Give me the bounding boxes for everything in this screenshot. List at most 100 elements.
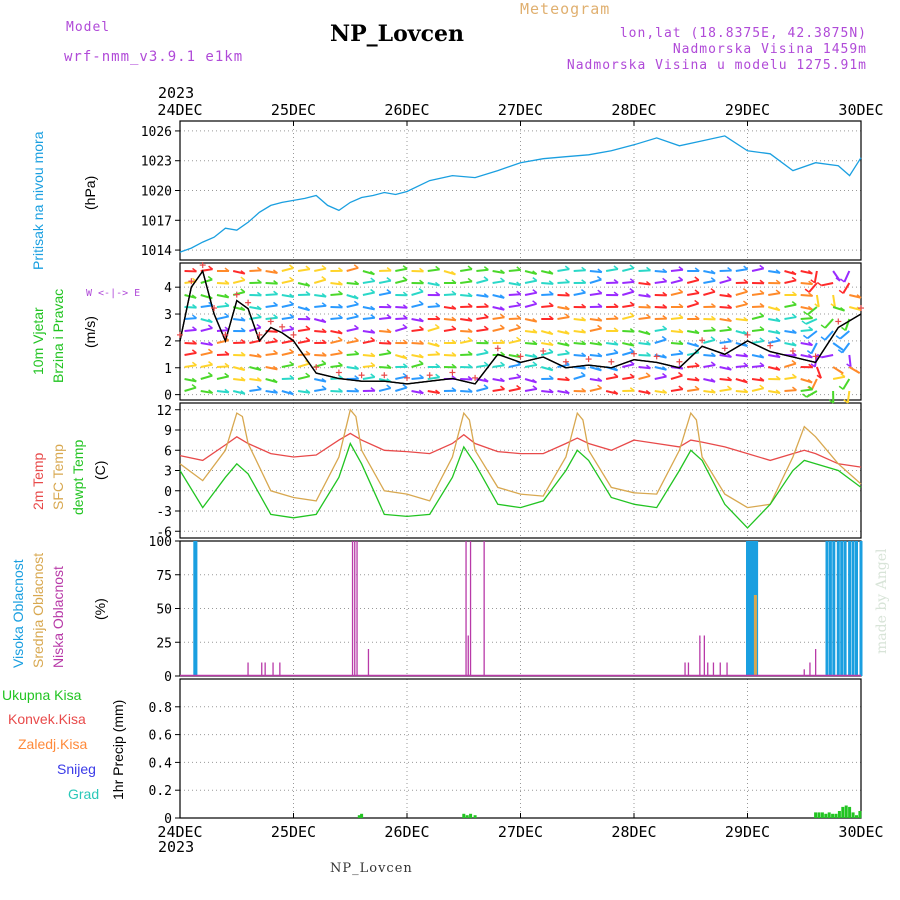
wind-arrow-head [191,383,197,389]
wind-arrow-head [743,352,749,357]
wind-arrow-head [694,385,700,390]
wind-arrow-head [515,324,521,329]
wind-arrow [346,266,359,272]
wind-arrow [346,315,359,320]
wind-arrow-head [775,336,781,341]
wind-arrow-head [629,301,635,306]
wind-arrow-head [596,275,602,281]
bar-cloud [803,669,805,677]
wind-arrow-head [353,264,359,269]
wind-arrow-head [207,372,213,377]
wind-arrow [848,354,852,368]
elevation-label: Nadmorska Visina 1459m [672,42,867,57]
wind-arrow [670,374,683,380]
wind-arrow-head [838,289,844,294]
y-tick-label: 3 [164,465,172,480]
wind-arrow-head [726,366,732,371]
wind-arrow [411,390,424,395]
wind-arrow [638,282,651,286]
wind-arrow-head [775,279,781,284]
bar-cloud [684,662,686,676]
x-tick-label-bottom: 29DEC [725,823,770,841]
wind-arrow-head [467,328,473,333]
wind-arrow [622,350,635,356]
wind-arrow [800,342,813,347]
wind-arrow [281,377,294,380]
bar-cloud [848,541,852,676]
bar-cloud [367,649,370,676]
wind-arrow [281,303,294,308]
wind-arrow-head [727,326,732,331]
wind-arrow [411,362,424,368]
bar-cloud [726,662,728,676]
wind-arrow-head [613,279,619,284]
wind-arrow [427,376,440,380]
wind-arrow [821,354,834,359]
wind-arrow-head [273,280,279,285]
wind-arrow [784,316,797,320]
wind-arrow-head [726,317,732,322]
wind-arrow-head [743,316,749,322]
x-tick-label-top: 24DEC [157,101,202,119]
wind-arrow-head [192,340,197,345]
wind-arrow [395,306,408,309]
wind-arrow [824,330,834,341]
wind-arrow-head [191,349,197,354]
bar-cloud [753,595,757,676]
wind-arrow [719,340,732,344]
wind-arrow [751,354,764,359]
wind-arrow-head [418,300,424,305]
wind-arrow [800,270,813,275]
wind-arrow [839,330,850,340]
wind-arrow-head [305,350,311,355]
wind-arrow [232,390,246,395]
wind-arrow [751,387,764,392]
wind-arrow [330,390,343,393]
wind-arrow-head [419,340,424,345]
wind-arrow-head [838,385,844,390]
wind-arrow-head [816,374,822,379]
wind-arrow [832,375,846,380]
wind-arrow-head [467,303,473,308]
bar-precip [841,806,845,818]
wind-arrow [476,294,489,298]
wind-arrow [735,290,748,296]
bar-precip [827,812,831,818]
wind-arrow-head [516,290,522,295]
wind-arrow-head [710,315,716,320]
wind-arrow [460,390,473,393]
wind-arrow-head [467,277,473,283]
wind-arrow-head [451,316,457,321]
wind-arrow-head [791,341,797,347]
y-tick-label: 9 [164,424,172,439]
wind-arrow-head [678,276,684,281]
wind-arrow [686,279,700,284]
wind-arrow [281,328,294,332]
bar-cloud [279,662,281,676]
wind-arrow [703,338,716,344]
wind-arrow-head [289,325,295,330]
wind-arrow-head [240,306,246,311]
wind-arrow [330,282,343,286]
wind-arrow [184,364,197,368]
wind-arrow [842,378,851,390]
wind-arrow-head [402,363,408,368]
wind-arrow-head [451,363,457,368]
year-label-bottom: 2023 [158,838,195,856]
wind-arrow [184,317,197,320]
wind-arrow [813,270,818,283]
wind-arrow-head [662,325,668,330]
wind-arrow-head [337,374,343,379]
wind-arrow-head [662,277,668,282]
wind-arrow-head [467,336,473,342]
y-tick-label: 4 [164,281,172,296]
wind-arrow-head [435,291,441,296]
wind-arrow-head [807,269,813,275]
wind-arrow-head [791,270,797,275]
bar-cloud [815,649,817,676]
wind-arrow [719,318,732,323]
wind-arrow-head [191,377,197,382]
y-tick-label: 75 [156,569,172,584]
wind-arrow [784,362,797,368]
convective-rain-label: Konvek.Kisa [8,711,86,727]
